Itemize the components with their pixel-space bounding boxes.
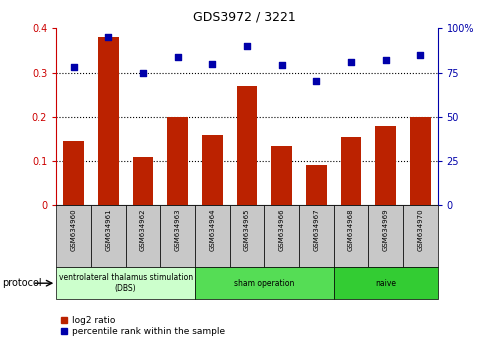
Bar	[271, 145, 291, 205]
Text: GSM634970: GSM634970	[416, 209, 423, 251]
Bar	[202, 135, 222, 205]
Bar	[63, 141, 84, 205]
Text: protocol: protocol	[2, 278, 42, 288]
Bar	[56, 267, 195, 299]
Text: GDS3972 / 3221: GDS3972 / 3221	[193, 11, 295, 24]
Point	[416, 52, 424, 58]
Bar	[132, 156, 153, 205]
Bar	[98, 37, 119, 205]
Bar	[264, 205, 298, 267]
Legend: log2 ratio, percentile rank within the sample: log2 ratio, percentile rank within the s…	[61, 316, 224, 336]
Text: GSM634964: GSM634964	[209, 209, 215, 251]
Bar	[91, 205, 125, 267]
Text: ventrolateral thalamus stimulation
(DBS): ventrolateral thalamus stimulation (DBS)	[59, 274, 192, 293]
Text: GSM634968: GSM634968	[347, 209, 353, 251]
Bar	[333, 205, 367, 267]
Point	[312, 79, 320, 84]
Text: GSM634960: GSM634960	[70, 209, 77, 251]
Bar	[298, 205, 333, 267]
Bar	[195, 267, 333, 299]
Point	[69, 64, 77, 70]
Point	[173, 54, 181, 59]
Point	[346, 59, 354, 65]
Bar	[409, 117, 430, 205]
Bar	[195, 205, 229, 267]
Point	[243, 43, 250, 49]
Bar	[333, 267, 437, 299]
Bar	[56, 205, 91, 267]
Bar	[229, 205, 264, 267]
Point	[381, 57, 389, 63]
Bar	[402, 205, 437, 267]
Text: GSM634962: GSM634962	[140, 209, 145, 251]
Text: GSM634967: GSM634967	[313, 209, 319, 251]
Text: GSM634963: GSM634963	[174, 209, 180, 251]
Bar	[236, 86, 257, 205]
Bar	[305, 166, 326, 205]
Point	[104, 34, 112, 40]
Point	[277, 63, 285, 68]
Text: GSM634965: GSM634965	[244, 209, 249, 251]
Point	[208, 61, 216, 67]
Bar	[374, 126, 395, 205]
Bar	[340, 137, 361, 205]
Bar	[367, 205, 402, 267]
Text: GSM634969: GSM634969	[382, 209, 388, 251]
Text: sham operation: sham operation	[234, 279, 294, 288]
Text: GSM634966: GSM634966	[278, 209, 284, 251]
Text: naive: naive	[374, 279, 395, 288]
Bar	[167, 117, 187, 205]
Bar	[160, 205, 195, 267]
Text: GSM634961: GSM634961	[105, 209, 111, 251]
Bar	[125, 205, 160, 267]
Point	[139, 70, 146, 75]
